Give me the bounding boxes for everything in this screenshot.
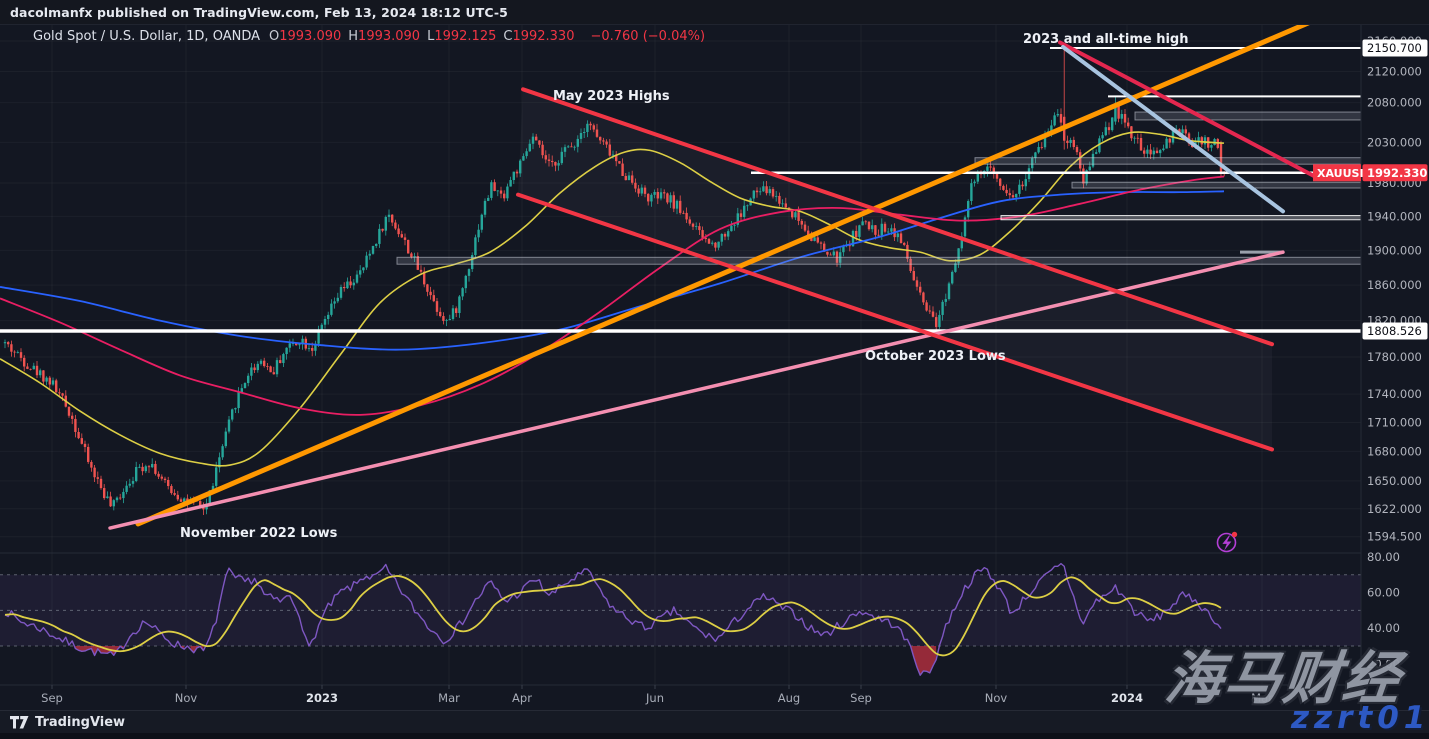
candlestick-series <box>3 49 1226 516</box>
published-by-text: dacolmanfx published on TradingView.com,… <box>10 4 508 20</box>
short-downtrend-lightblue <box>1061 45 1285 214</box>
annotation-label: 2023 and all-time high <box>1023 32 1188 47</box>
price-tick-label: 2080.000 <box>1367 96 1422 110</box>
tradingview-logo-text: TradingView <box>35 715 126 730</box>
symbol-price-tag: XAUUSD <box>1317 167 1369 180</box>
time-tick-month-label: Nov <box>175 691 198 705</box>
time-tick-month-label: Sep <box>41 691 63 705</box>
chart-annotations: 2023 and all-time high May 2023 Highs Octo… <box>180 32 1188 541</box>
time-tick-year-label: 2024 <box>1111 691 1143 705</box>
price-tick-label: 1650.000 <box>1367 474 1422 488</box>
price-tick-label: 1860.000 <box>1367 278 1422 292</box>
ohlc-values: O1993.090 H1993.090 L1992.125 C1992.330 <box>269 29 581 44</box>
rsi-tick-label: 20.00 <box>1367 657 1400 671</box>
price-tick-label: 1900.000 <box>1367 243 1422 257</box>
price-tick-label: 1740.000 <box>1367 387 1422 401</box>
price-tick-label: 2120.000 <box>1367 64 1422 78</box>
bottom-edge-strip <box>0 733 1429 739</box>
time-tick-month-label: Aug <box>778 691 800 705</box>
ohlc-item-o: O1993.090 <box>269 29 342 44</box>
downtrend-from-ath-crimson <box>1058 40 1320 181</box>
symbol-title: Gold Spot / U.S. Dollar, 1D, OANDA <box>33 29 260 44</box>
ohlc-item-c: C1992.330 <box>503 29 575 44</box>
lightning-idea-icon <box>1216 531 1238 553</box>
price-axis-labels: 2160.0002120.0002080.0002030.0001980.000… <box>1367 34 1422 671</box>
ma-slow-magenta <box>0 175 1225 416</box>
rising-support-pink <box>108 250 1285 530</box>
price-tick-label: 1710.000 <box>1367 415 1422 429</box>
time-tick-month-label: Apr <box>512 691 532 705</box>
price-tick-label: 1622.000 <box>1367 502 1422 516</box>
price-tick-label: 1680.000 <box>1367 444 1422 458</box>
rsi-tick-label: 60.00 <box>1367 586 1400 600</box>
time-tick-month-label: Sep <box>850 691 872 705</box>
pane-separators <box>0 24 1362 710</box>
may-channel-fill <box>518 89 1272 450</box>
tradingview-logo[interactable]: TradingView <box>10 715 125 730</box>
price-level-badge: 1992.330 <box>1367 166 1427 180</box>
annotation-label: November 2022 Lows <box>180 526 338 541</box>
time-tick-month-label: Nov <box>985 691 1008 705</box>
may-channel-upper-red <box>521 87 1274 347</box>
time-tick-month-label: Mar <box>1251 691 1273 705</box>
ma-fast-yellow <box>0 131 1225 467</box>
time-tick-year-label: 2023 <box>306 691 338 705</box>
rsi-band-background <box>0 574 1361 647</box>
price-level-badge: 1808.526 <box>1367 324 1422 338</box>
price-level-badge: 2150.700 <box>1367 41 1422 55</box>
price-tick-label: 2030.000 <box>1367 135 1422 149</box>
watermark-url-text: zzrt01.cn <box>1291 700 1429 736</box>
rsi-tick-label: 80.00 <box>1367 550 1400 564</box>
may-channel-lower-red <box>516 192 1274 452</box>
change-value: −0.760 (−0.04%) <box>590 29 706 44</box>
price-tick-label: 1940.000 <box>1367 209 1422 223</box>
footer-bar: TradingView <box>0 710 1429 734</box>
rsi-series <box>4 562 1222 676</box>
ohlc-item-l: L1992.125 <box>427 29 497 44</box>
price-tick-label: 1780.000 <box>1367 350 1422 364</box>
rising-support-orange <box>135 16 1320 527</box>
trendlines <box>108 16 1320 530</box>
annotation-label: May 2023 Highs <box>553 89 670 104</box>
annotation-label: October 2023 Lows <box>865 349 1006 364</box>
publish-header-bar: dacolmanfx published on TradingView.com,… <box>0 0 1429 25</box>
rsi-tick-label: 40.00 <box>1367 621 1400 635</box>
time-tick-month-label: Mar <box>438 691 460 705</box>
ohlc-item-h: H1993.090 <box>348 29 421 44</box>
time-axis-labels: Sep Nov 2023 Mar Apr Jun Aug Sep Nov 2024 Mar <box>41 685 1273 705</box>
time-tick-month-label: Jun <box>645 691 664 705</box>
price-tick-label: 1594.500 <box>1367 530 1422 544</box>
symbol-legend: Gold Spot / U.S. Dollar, 1D, OANDA O1993… <box>33 29 705 44</box>
tradingview-logo-icon <box>10 716 29 729</box>
